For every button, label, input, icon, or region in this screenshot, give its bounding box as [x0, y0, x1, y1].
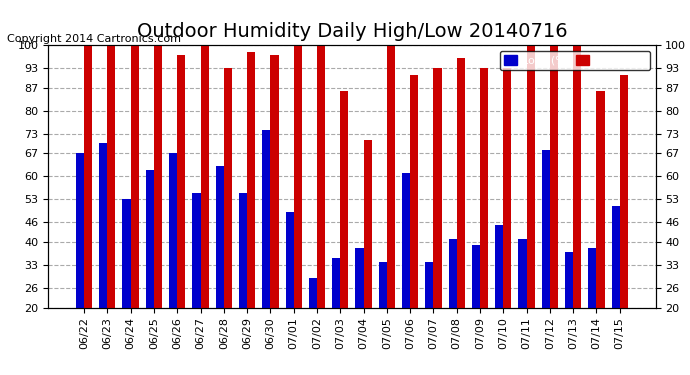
Bar: [309, 278, 317, 373]
Bar: [503, 68, 511, 373]
Bar: [364, 140, 372, 373]
Bar: [573, 45, 581, 373]
Bar: [379, 262, 387, 373]
Bar: [495, 225, 503, 373]
Bar: [99, 144, 108, 373]
Bar: [130, 45, 139, 373]
Bar: [154, 45, 162, 373]
Bar: [472, 245, 480, 373]
Bar: [286, 212, 294, 373]
Bar: [193, 193, 201, 373]
Bar: [146, 170, 154, 373]
Bar: [317, 45, 325, 373]
Bar: [108, 45, 115, 373]
Bar: [480, 68, 488, 373]
Bar: [177, 55, 186, 373]
Bar: [239, 193, 247, 373]
Bar: [340, 91, 348, 373]
Bar: [387, 45, 395, 373]
Bar: [518, 238, 526, 373]
Bar: [448, 238, 457, 373]
Bar: [332, 258, 340, 373]
Bar: [355, 248, 364, 373]
Bar: [76, 153, 84, 373]
Bar: [620, 75, 628, 373]
Bar: [201, 45, 208, 373]
Bar: [526, 45, 535, 373]
Bar: [410, 75, 418, 373]
Bar: [270, 55, 279, 373]
Bar: [433, 68, 442, 373]
Bar: [550, 45, 558, 373]
Bar: [542, 150, 550, 373]
Bar: [565, 252, 573, 373]
Bar: [611, 206, 620, 373]
Bar: [596, 91, 604, 373]
Legend: Low  (%), High  (%): Low (%), High (%): [500, 51, 650, 70]
Title: Outdoor Humidity Daily High/Low 20140716: Outdoor Humidity Daily High/Low 20140716: [137, 22, 567, 40]
Bar: [84, 45, 92, 373]
Bar: [589, 248, 596, 373]
Bar: [123, 199, 130, 373]
Bar: [457, 58, 465, 373]
Bar: [262, 130, 270, 373]
Bar: [294, 45, 302, 373]
Bar: [169, 153, 177, 373]
Bar: [425, 262, 433, 373]
Bar: [402, 173, 410, 373]
Bar: [216, 166, 224, 373]
Text: Copyright 2014 Cartronics.com: Copyright 2014 Cartronics.com: [7, 34, 181, 44]
Bar: [224, 68, 232, 373]
Bar: [247, 52, 255, 373]
